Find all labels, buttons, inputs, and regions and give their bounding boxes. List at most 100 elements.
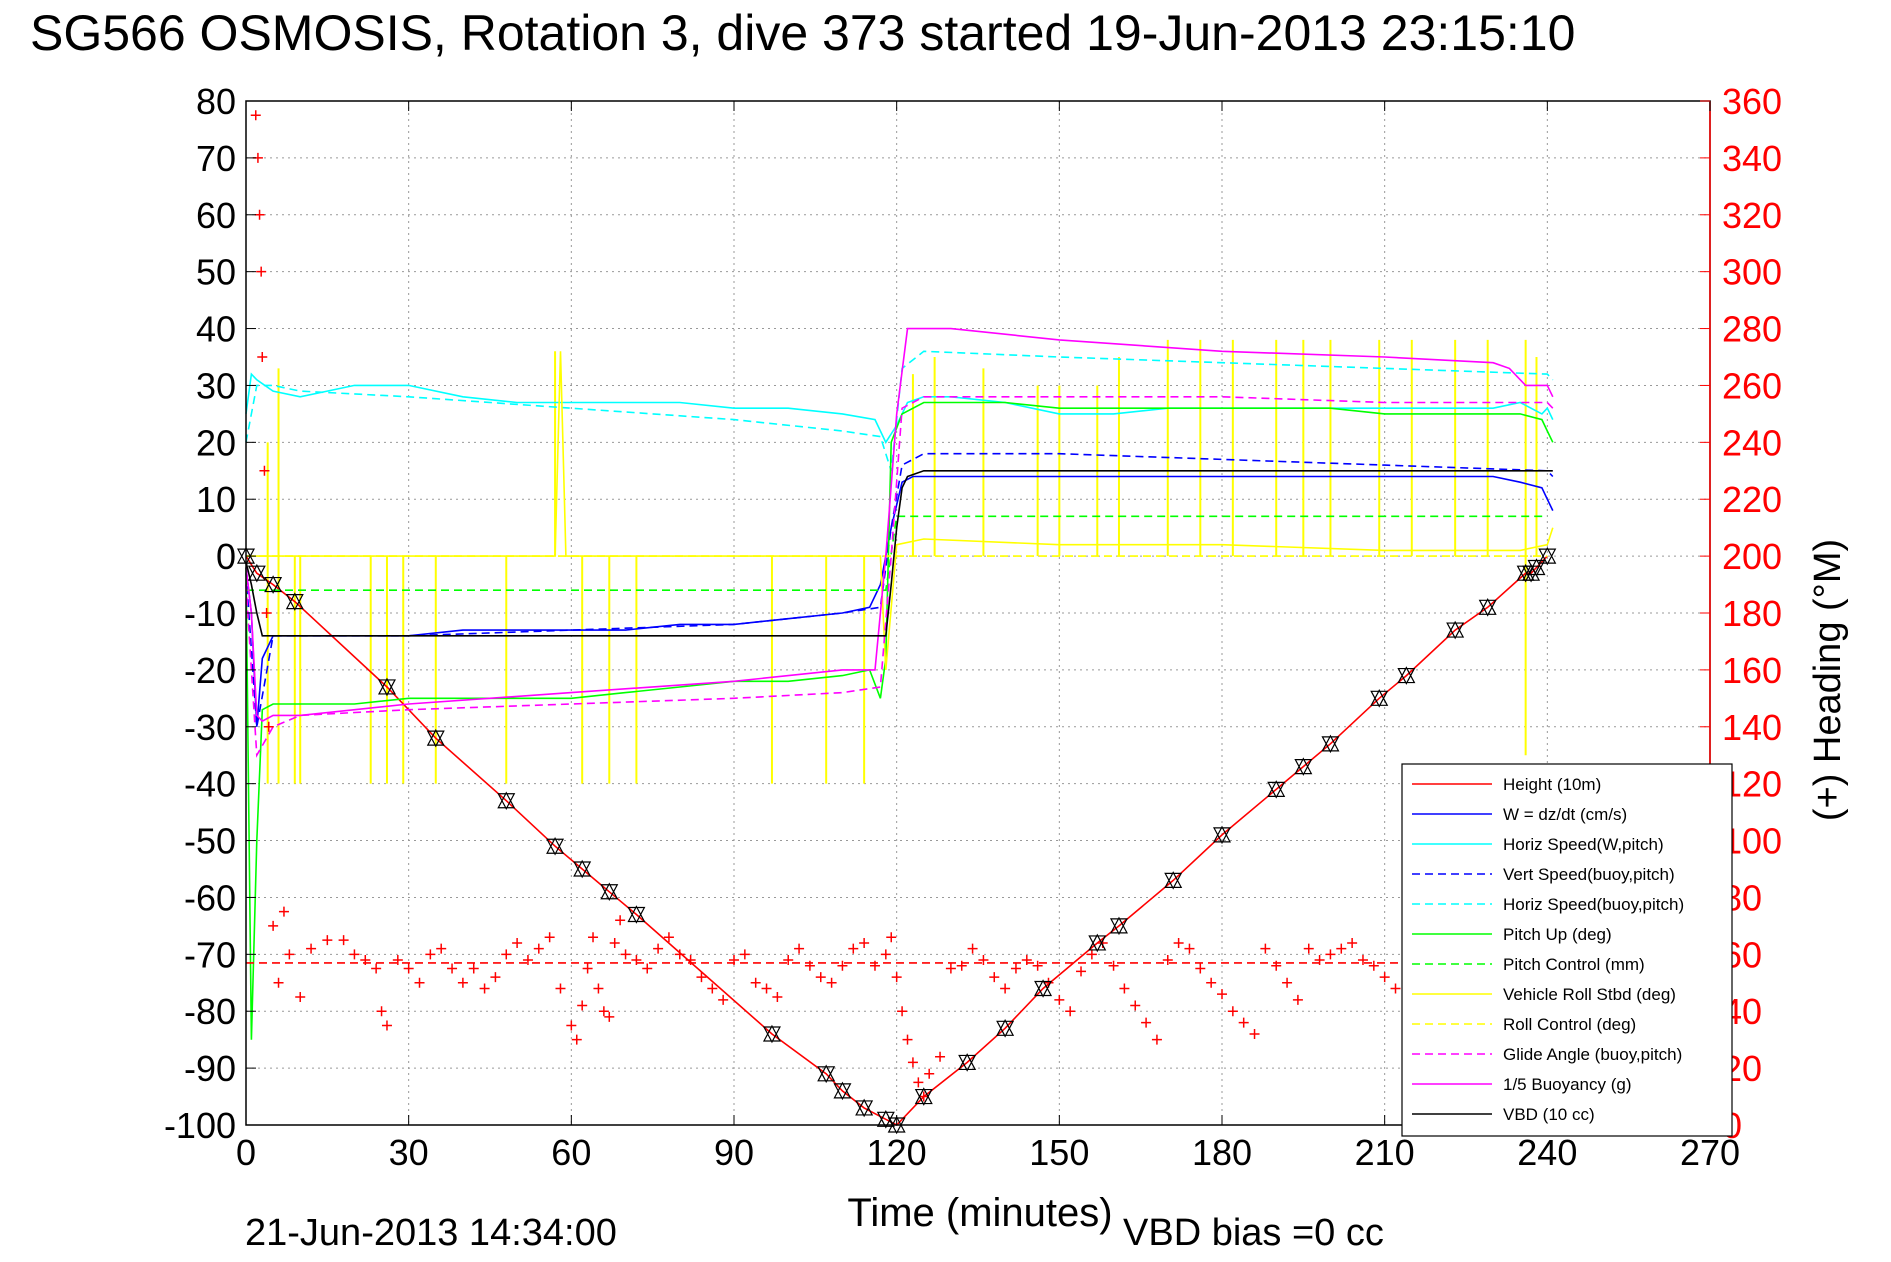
heading-marker [447, 963, 458, 974]
heading-marker [1368, 960, 1379, 971]
series-layer [237, 110, 1557, 1135]
x-tick-label: 210 [1355, 1132, 1415, 1173]
heading-marker [1260, 943, 1271, 954]
heading-marker [907, 1057, 918, 1068]
heading-marker [1347, 937, 1358, 948]
heading-marker [913, 1077, 924, 1088]
heading-marker [338, 935, 349, 946]
heading-marker [1379, 972, 1390, 983]
heading-marker [349, 949, 360, 960]
height-marker [1446, 620, 1465, 640]
heading-marker [555, 983, 566, 994]
height-marker [1109, 916, 1128, 936]
legend-label: Roll Control (deg) [1503, 1015, 1636, 1034]
heading-marker [1336, 943, 1347, 954]
legend-label: Pitch Up (deg) [1503, 925, 1612, 944]
x-tick-label: 120 [867, 1132, 927, 1173]
heading-marker [479, 983, 490, 994]
series-1-5-buoyancy-g [245, 327, 1554, 723]
heading-marker [783, 955, 794, 966]
x-tick-label: 150 [1029, 1132, 1089, 1173]
heading-marker [978, 955, 989, 966]
height-marker [247, 563, 266, 583]
series-horiz-speed-w-pitch [245, 372, 1554, 444]
heading-marker [414, 977, 425, 988]
legend-label: 1/5 Buoyancy (g) [1503, 1075, 1632, 1094]
x-axis-label: Time (minutes) [847, 1191, 1112, 1235]
y-right-tick-label: 220 [1722, 479, 1782, 520]
heading-marker [891, 972, 902, 983]
y-right-tick-label: 280 [1722, 309, 1782, 350]
height-marker [1034, 979, 1053, 998]
height-marker [1538, 546, 1557, 566]
heading-marker [1206, 977, 1217, 988]
heading-marker [1195, 963, 1206, 974]
heading-marker [522, 955, 533, 966]
heading-marker [739, 949, 750, 960]
heading-marker [322, 935, 333, 946]
heading-marker [533, 943, 544, 954]
height-marker [1213, 825, 1231, 845]
heading-marker [1065, 1006, 1076, 1017]
heading-marker [604, 1011, 615, 1022]
height-marker [546, 836, 565, 856]
heading-marker [761, 983, 772, 994]
heading-marker [577, 1000, 588, 1011]
heading-marker [1162, 955, 1173, 966]
heading-marker [967, 943, 978, 954]
y-right-tick-label: 160 [1722, 650, 1782, 691]
heading-marker [588, 932, 599, 943]
heading-marker [1108, 960, 1119, 971]
footer-date: 21-Jun-2013 14:34:00 [245, 1212, 617, 1254]
heading-marker [598, 1006, 609, 1017]
chart-title: SG566 OSMOSIS, Rotation 3, dive 373 star… [30, 5, 1575, 61]
heading-marker [268, 920, 279, 931]
heading-marker [837, 960, 848, 971]
height-marker [1527, 558, 1546, 577]
y-right-tick-label: 320 [1722, 195, 1782, 236]
heading-marker [1141, 1017, 1152, 1028]
heading-marker [609, 937, 620, 948]
heading-marker [306, 943, 317, 954]
y-tick-label: -60 [184, 877, 236, 918]
heading-marker [1151, 1034, 1162, 1045]
heading-marker [848, 943, 859, 954]
heading-marker [1032, 960, 1043, 971]
heading-marker [1000, 983, 1011, 994]
heading-marker [674, 949, 685, 960]
y-right-tick-label: 180 [1722, 593, 1782, 634]
y-tick-label: -20 [184, 650, 236, 691]
height-marker [573, 859, 592, 879]
heading-marker [392, 955, 403, 966]
legend-label: Glide Angle (buoy,pitch) [1503, 1045, 1682, 1064]
heading-marker [278, 906, 289, 917]
height-marker [426, 728, 445, 748]
legend[interactable]: Height (10m) W = dz/dt (cm/s) Horiz Speed(… [1401, 763, 1733, 1137]
heading-marker [490, 972, 501, 983]
heading-marker [1357, 955, 1368, 966]
heading-marker [945, 963, 956, 974]
height-marker [1164, 871, 1183, 890]
heading-marker [794, 943, 805, 954]
height-marker [762, 1024, 781, 1044]
y-tick-label: 60 [196, 195, 236, 236]
y-tick-label: 40 [196, 309, 236, 350]
heading-marker [1086, 949, 1097, 960]
heading-marker [1303, 943, 1314, 954]
heading-marker [256, 266, 267, 277]
heading-marker [880, 949, 891, 960]
footer-vbd-bias: VBD bias =0 cc [1123, 1212, 1384, 1254]
heading-marker [566, 1020, 577, 1031]
heading-marker [457, 977, 468, 988]
x-tick-label: 30 [389, 1132, 429, 1173]
series-glide-angle-buoy-pitch [245, 395, 1554, 758]
heading-marker [707, 983, 718, 994]
heading-marker [989, 972, 1000, 983]
heading-marker [436, 943, 447, 954]
y-right-tick-label: 340 [1722, 138, 1782, 179]
heading-marker [544, 932, 555, 943]
legend-label: Horiz Speed(W,pitch) [1503, 835, 1664, 854]
heading-marker [582, 963, 593, 974]
heading-marker [1249, 1028, 1260, 1039]
y-right-tick-label: 200 [1722, 536, 1782, 577]
